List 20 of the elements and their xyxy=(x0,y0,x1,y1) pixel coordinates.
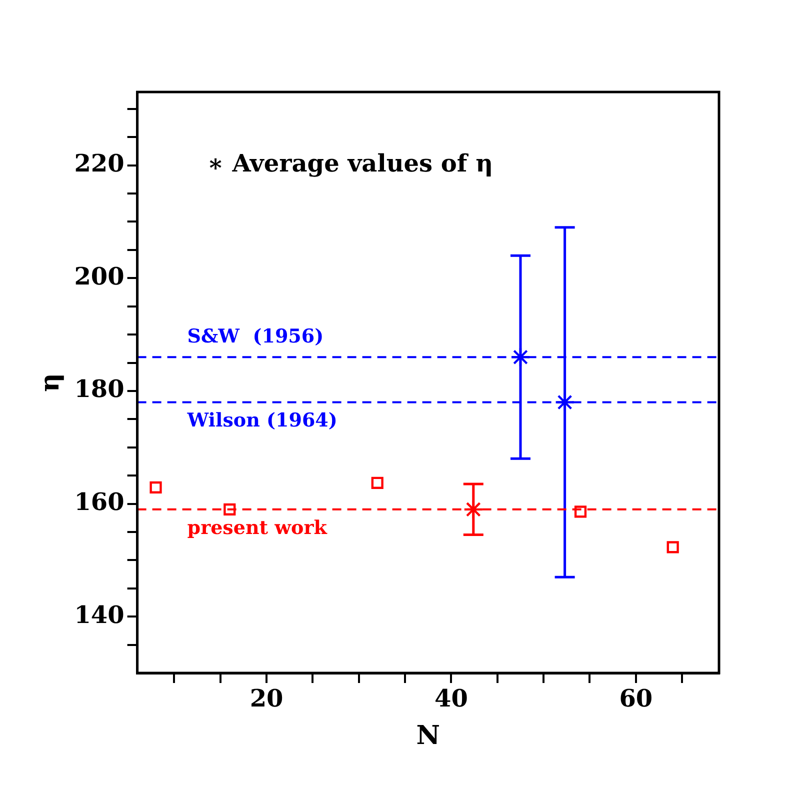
y-tick-label: 180 xyxy=(74,374,124,404)
x-axis-title: N xyxy=(416,721,440,752)
point xyxy=(371,476,384,489)
point xyxy=(224,503,236,516)
x-tick-label: 40 xyxy=(434,684,468,713)
x-tick-label: 60 xyxy=(619,684,653,713)
point xyxy=(150,481,162,494)
point xyxy=(574,506,587,518)
annotation: ∗ Average values of η xyxy=(207,148,494,178)
ref-line-label: Wilson (1964) xyxy=(186,410,338,432)
point xyxy=(666,541,679,554)
point xyxy=(554,392,575,412)
ref-line-label: S&W (1956) xyxy=(187,326,324,348)
x-tick-label: 20 xyxy=(250,684,284,713)
ref-line-label: present work xyxy=(187,516,328,539)
y-tick-label: 160 xyxy=(74,487,124,516)
y-tick-label: 220 xyxy=(74,148,124,178)
y-tick-label: 140 xyxy=(74,600,124,629)
y-axis-title: η xyxy=(35,373,66,392)
y-tick-label: 200 xyxy=(74,261,124,290)
